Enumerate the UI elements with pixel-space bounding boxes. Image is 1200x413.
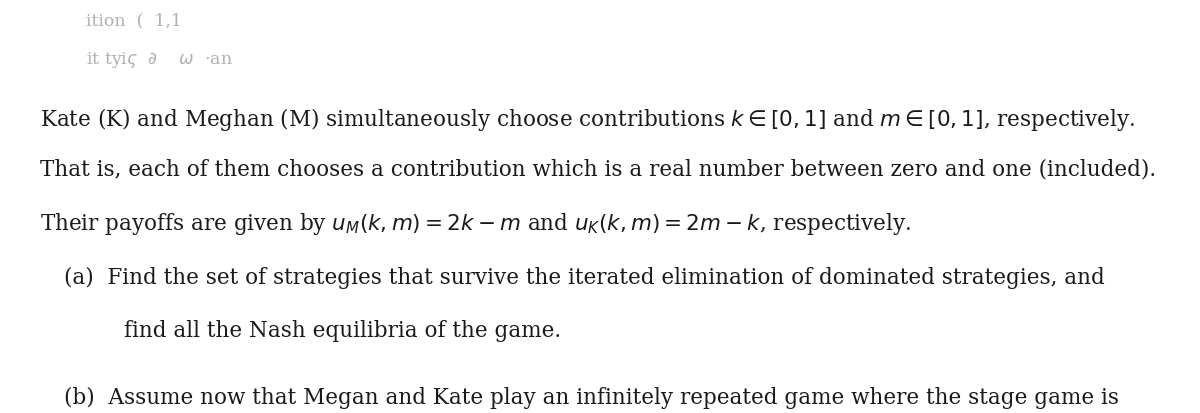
Text: That is, each of them chooses a contribution which is a real number between zero: That is, each of them chooses a contribu… [40, 158, 1156, 180]
Text: Kate (K) and Meghan (M) simultaneously choose contributions $k \in [0, 1]$ and $: Kate (K) and Meghan (M) simultaneously c… [40, 105, 1135, 132]
Text: find all the Nash equilibria of the game.: find all the Nash equilibria of the game… [124, 319, 560, 341]
Text: Their payoffs are given by $u_M(k, m) = 2k - m$ and $u_K(k, m) = 2m - k$, respec: Their payoffs are given by $u_M(k, m) = … [40, 211, 911, 237]
Text: (a)  Find the set of strategies that survive the iterated elimination of dominat: (a) Find the set of strategies that surv… [64, 266, 1104, 288]
Text: (b)  Assume now that Megan and Kate play an infinitely repeated game where the s: (b) Assume now that Megan and Kate play … [64, 386, 1118, 408]
Text: it tyi$\varsigma$  $\partial$    $\omega$  $\cdot$an: it tyi$\varsigma$ $\partial$ $\omega$ $\… [86, 50, 233, 69]
Text: ition  (  1,1: ition ( 1,1 [86, 12, 182, 29]
